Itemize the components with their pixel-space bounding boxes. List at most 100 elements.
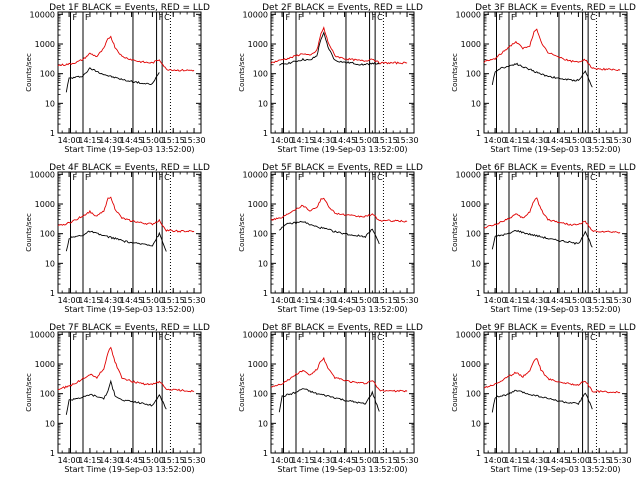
x-tick-label: 15:00 <box>567 296 590 305</box>
y-tick-label: 1 <box>50 289 55 298</box>
x-tick-label: 15:15 <box>375 296 398 305</box>
panel-title: Det 1F BLACK = Events, RED = LLD <box>49 3 210 13</box>
series-lld-line <box>270 356 408 393</box>
event-marker-label: F <box>585 173 590 182</box>
y-tick-label: 10000 <box>243 10 268 19</box>
y-axis-label: Counts/sec <box>25 53 33 92</box>
x-tick-label: 14:15 <box>291 456 314 465</box>
x-axis-label: Start Time (19-Sep-03 13:52:00) <box>64 145 194 154</box>
series-lld-line <box>57 35 195 72</box>
chart-panel-5: Det 5F BLACK = Events, RED = LLD 1 10 100 10… <box>238 163 423 314</box>
x-axis-label: Start Time (19-Sep-03 13:52:00) <box>277 305 407 314</box>
event-marker-label: F <box>159 13 164 22</box>
chart-panel-8: Det 8F BLACK = Events, RED = LLD 1 10 100 10… <box>238 323 423 474</box>
y-tick-label: 100 <box>253 230 268 239</box>
x-tick-label: 15:15 <box>162 296 185 305</box>
x-tick-label: 15:15 <box>588 456 611 465</box>
x-tick-label: 14:30 <box>312 456 335 465</box>
x-tick-label: 15:15 <box>375 136 398 145</box>
panel-title: Det 7F BLACK = Events, RED = LLD <box>49 323 210 333</box>
x-tick-label: 15:00 <box>354 136 377 145</box>
event-marker-label: F <box>298 333 303 342</box>
chart-panel-3: Det 3F BLACK = Events, RED = LLD 1 10 100 10… <box>451 3 636 154</box>
x-axis-label: Start Time (19-Sep-03 13:52:00) <box>490 465 620 474</box>
x-tick-label: 14:00 <box>484 456 507 465</box>
x-axis-label: Start Time (19-Sep-03 13:52:00) <box>490 305 620 314</box>
x-axis-label: Start Time (19-Sep-03 13:52:00) <box>490 145 620 154</box>
y-tick-label: 10 <box>45 419 55 428</box>
chart-panel-1: Det 1F BLACK = Events, RED = LLD 1 10 100 10… <box>25 3 210 154</box>
x-tick-label: 15:00 <box>354 456 377 465</box>
x-tick-label: 14:30 <box>525 136 548 145</box>
x-tick-label: 14:30 <box>99 136 122 145</box>
event-marker-label: F <box>585 333 590 342</box>
x-tick-label: 14:00 <box>484 296 507 305</box>
event-marker-label: F <box>511 173 516 182</box>
x-tick-label: 14:30 <box>525 296 548 305</box>
y-tick-label: 10000 <box>456 10 481 19</box>
x-tick-label: 14:15 <box>504 136 527 145</box>
event-marker-label: C <box>377 173 383 182</box>
y-axis-label: Counts/sec <box>238 373 246 412</box>
panel-title: Det 6F BLACK = Events, RED = LLD <box>475 163 636 173</box>
plot-frame <box>483 11 628 134</box>
event-marker-label: F <box>72 333 77 342</box>
event-marker-label: C <box>164 333 170 342</box>
x-tick-label: 14:00 <box>271 296 294 305</box>
x-tick-label: 14:00 <box>58 136 81 145</box>
plot-frame <box>270 171 415 294</box>
x-tick-label: 14:00 <box>484 136 507 145</box>
y-tick-label: 1000 <box>248 200 268 209</box>
plot-frame <box>483 331 628 454</box>
event-marker-label: F <box>511 13 516 22</box>
event-marker-label: F <box>159 333 164 342</box>
y-tick-label: 1 <box>476 289 481 298</box>
x-tick-label: 15:30 <box>183 456 206 465</box>
x-tick-label: 14:45 <box>546 456 569 465</box>
event-marker-label: F <box>72 173 77 182</box>
y-axis-label: Counts/sec <box>451 373 459 412</box>
y-axis-label: Counts/sec <box>25 213 33 252</box>
event-marker-label: F <box>498 13 503 22</box>
x-tick-label: 15:30 <box>396 296 419 305</box>
y-tick-label: 100 <box>253 390 268 399</box>
y-tick-label: 1000 <box>248 40 268 49</box>
x-tick-label: 15:30 <box>396 136 419 145</box>
y-tick-label: 1000 <box>461 360 481 369</box>
event-marker-label: F <box>498 333 503 342</box>
series-events-line <box>278 388 380 413</box>
x-tick-label: 14:45 <box>546 296 569 305</box>
x-tick-label: 15:30 <box>183 296 206 305</box>
series-events-line <box>491 62 593 88</box>
event-marker-label: C <box>164 173 170 182</box>
y-tick-label: 10 <box>45 99 55 108</box>
event-marker-label: F <box>498 173 503 182</box>
event-marker-label: F <box>372 173 377 182</box>
panel-title: Det 3F BLACK = Events, RED = LLD <box>475 3 636 13</box>
plot-frame <box>57 11 202 134</box>
y-tick-label: 1000 <box>35 200 55 209</box>
x-tick-label: 15:00 <box>141 136 164 145</box>
x-tick-label: 14:45 <box>120 296 143 305</box>
x-tick-label: 14:30 <box>312 136 335 145</box>
plot-frame <box>483 171 628 294</box>
x-tick-label: 14:15 <box>504 296 527 305</box>
x-tick-label: 14:45 <box>546 136 569 145</box>
series-lld-line <box>57 196 195 233</box>
series-events-line <box>65 379 167 415</box>
x-tick-label: 14:00 <box>271 136 294 145</box>
y-axis-label: Counts/sec <box>238 213 246 252</box>
x-tick-label: 14:15 <box>504 456 527 465</box>
y-tick-label: 10000 <box>243 330 268 339</box>
y-tick-label: 1000 <box>248 360 268 369</box>
x-tick-label: 15:30 <box>183 136 206 145</box>
x-tick-label: 15:00 <box>141 296 164 305</box>
series-events-line <box>65 67 160 93</box>
series-lld-line <box>270 26 408 65</box>
event-marker-label: F <box>285 13 290 22</box>
chart-panel-7: Det 7F BLACK = Events, RED = LLD 1 10 100 10… <box>25 323 210 474</box>
y-tick-label: 100 <box>40 70 55 79</box>
plot-frame <box>57 171 202 294</box>
x-tick-label: 14:00 <box>58 296 81 305</box>
x-tick-label: 14:15 <box>78 136 101 145</box>
